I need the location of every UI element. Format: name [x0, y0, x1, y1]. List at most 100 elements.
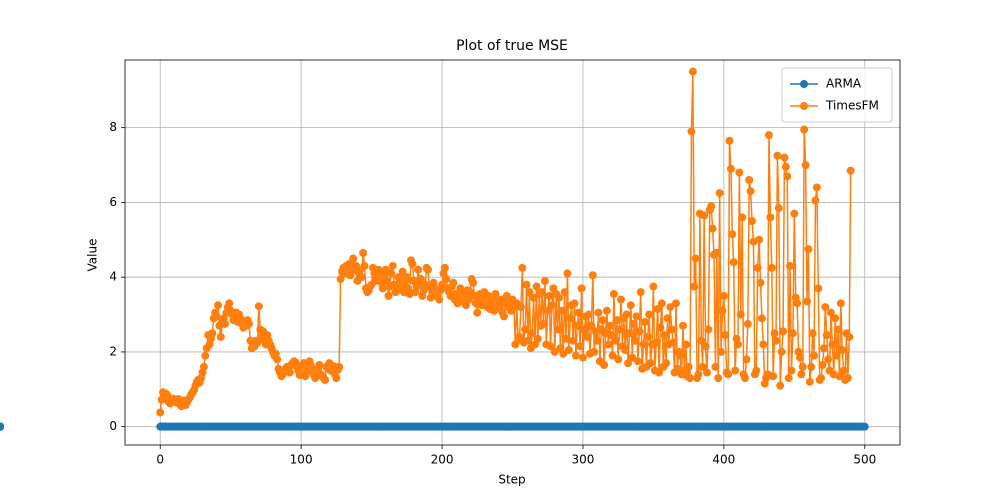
- data-point: [779, 327, 788, 336]
- data-point: [805, 377, 814, 386]
- legend-label: TimesFM: [825, 99, 879, 113]
- data-point: [784, 374, 793, 383]
- data-point: [724, 370, 733, 379]
- data-point: [622, 310, 631, 319]
- data-point: [607, 331, 616, 340]
- data-point: [777, 347, 786, 356]
- data-point: [562, 334, 571, 343]
- data-point: [812, 183, 821, 192]
- legend-box: [781, 67, 893, 123]
- data-point: [646, 359, 655, 368]
- data-point: [832, 351, 841, 360]
- data-point: [711, 362, 720, 371]
- data-point: [700, 211, 709, 220]
- data-point: [440, 263, 449, 272]
- data-point: [546, 342, 555, 351]
- data-point: [349, 254, 358, 263]
- data-point: [528, 329, 537, 338]
- data-point: [741, 374, 749, 383]
- data-point: [469, 278, 478, 287]
- data-point: [822, 331, 831, 340]
- data-point: [808, 329, 817, 338]
- data-point: [553, 325, 562, 334]
- data-point: [684, 362, 693, 371]
- data-point: [533, 334, 542, 343]
- data-point: [721, 331, 730, 340]
- data-point: [559, 349, 568, 358]
- data-point: [515, 332, 524, 341]
- data-point: [788, 329, 797, 338]
- data-point: [225, 299, 234, 308]
- data-point: [555, 293, 563, 302]
- data-point: [687, 127, 696, 136]
- data-point: [649, 282, 658, 291]
- data-point: [628, 353, 637, 362]
- y-tick-label: 2: [109, 344, 117, 358]
- data-point: [442, 275, 451, 284]
- data-point: [781, 162, 790, 171]
- data-point: [580, 325, 589, 334]
- data-point: [254, 302, 263, 311]
- data-point: [818, 361, 827, 370]
- y-tick-label: 8: [109, 120, 117, 134]
- data-point: [615, 325, 624, 334]
- data-point: [691, 254, 700, 263]
- data-point: [656, 323, 665, 332]
- data-point: [738, 213, 747, 222]
- data-point: [633, 357, 642, 366]
- data-point: [423, 265, 432, 274]
- data-point: [757, 314, 766, 323]
- legend-label: ARMA: [826, 77, 862, 91]
- data-point: [253, 338, 262, 347]
- data-point: [621, 346, 630, 355]
- data-point: [563, 269, 572, 278]
- data-point: [845, 332, 854, 341]
- data-point: [835, 372, 844, 381]
- data-point: [617, 295, 625, 304]
- chart-title: Plot of true MSE: [456, 38, 568, 54]
- data-point: [652, 338, 661, 347]
- data-point: [583, 332, 592, 341]
- data-point: [631, 336, 640, 345]
- data-point: [666, 303, 675, 312]
- data-point: [587, 321, 596, 330]
- data-point: [332, 374, 341, 383]
- data-point: [163, 390, 172, 399]
- data-point: [800, 125, 809, 134]
- data-point: [772, 336, 780, 345]
- data-point: [636, 288, 645, 297]
- data-point: [834, 325, 842, 334]
- data-point: [712, 248, 721, 257]
- data-point: [547, 301, 556, 310]
- data-point: [748, 217, 757, 226]
- data-point: [612, 316, 621, 325]
- data-point: [402, 273, 411, 282]
- data-point: [694, 370, 703, 379]
- data-point: [846, 166, 855, 175]
- data-point: [212, 312, 221, 321]
- data-point: [593, 336, 602, 345]
- data-point: [285, 368, 294, 377]
- data-point: [821, 303, 830, 312]
- data-point: [605, 321, 614, 330]
- data-point: [766, 213, 775, 222]
- data-point: [543, 306, 552, 315]
- data-point: [780, 153, 789, 162]
- data-point: [574, 308, 583, 317]
- data-point: [753, 263, 762, 272]
- data-point: [214, 301, 222, 310]
- data-point: [824, 355, 833, 364]
- data-point: [604, 340, 613, 349]
- data-point: [736, 310, 745, 319]
- data-point: [708, 224, 717, 233]
- y-tick-label: 4: [109, 270, 117, 284]
- data-point: [378, 284, 387, 293]
- data-point: [525, 288, 534, 297]
- x-axis-label: Step: [498, 473, 525, 487]
- x-tick-label: 500: [853, 453, 876, 467]
- data-point: [728, 230, 737, 239]
- data-point: [570, 299, 579, 308]
- data-point: [640, 318, 649, 327]
- data-point: [588, 271, 597, 280]
- data-point: [725, 136, 734, 145]
